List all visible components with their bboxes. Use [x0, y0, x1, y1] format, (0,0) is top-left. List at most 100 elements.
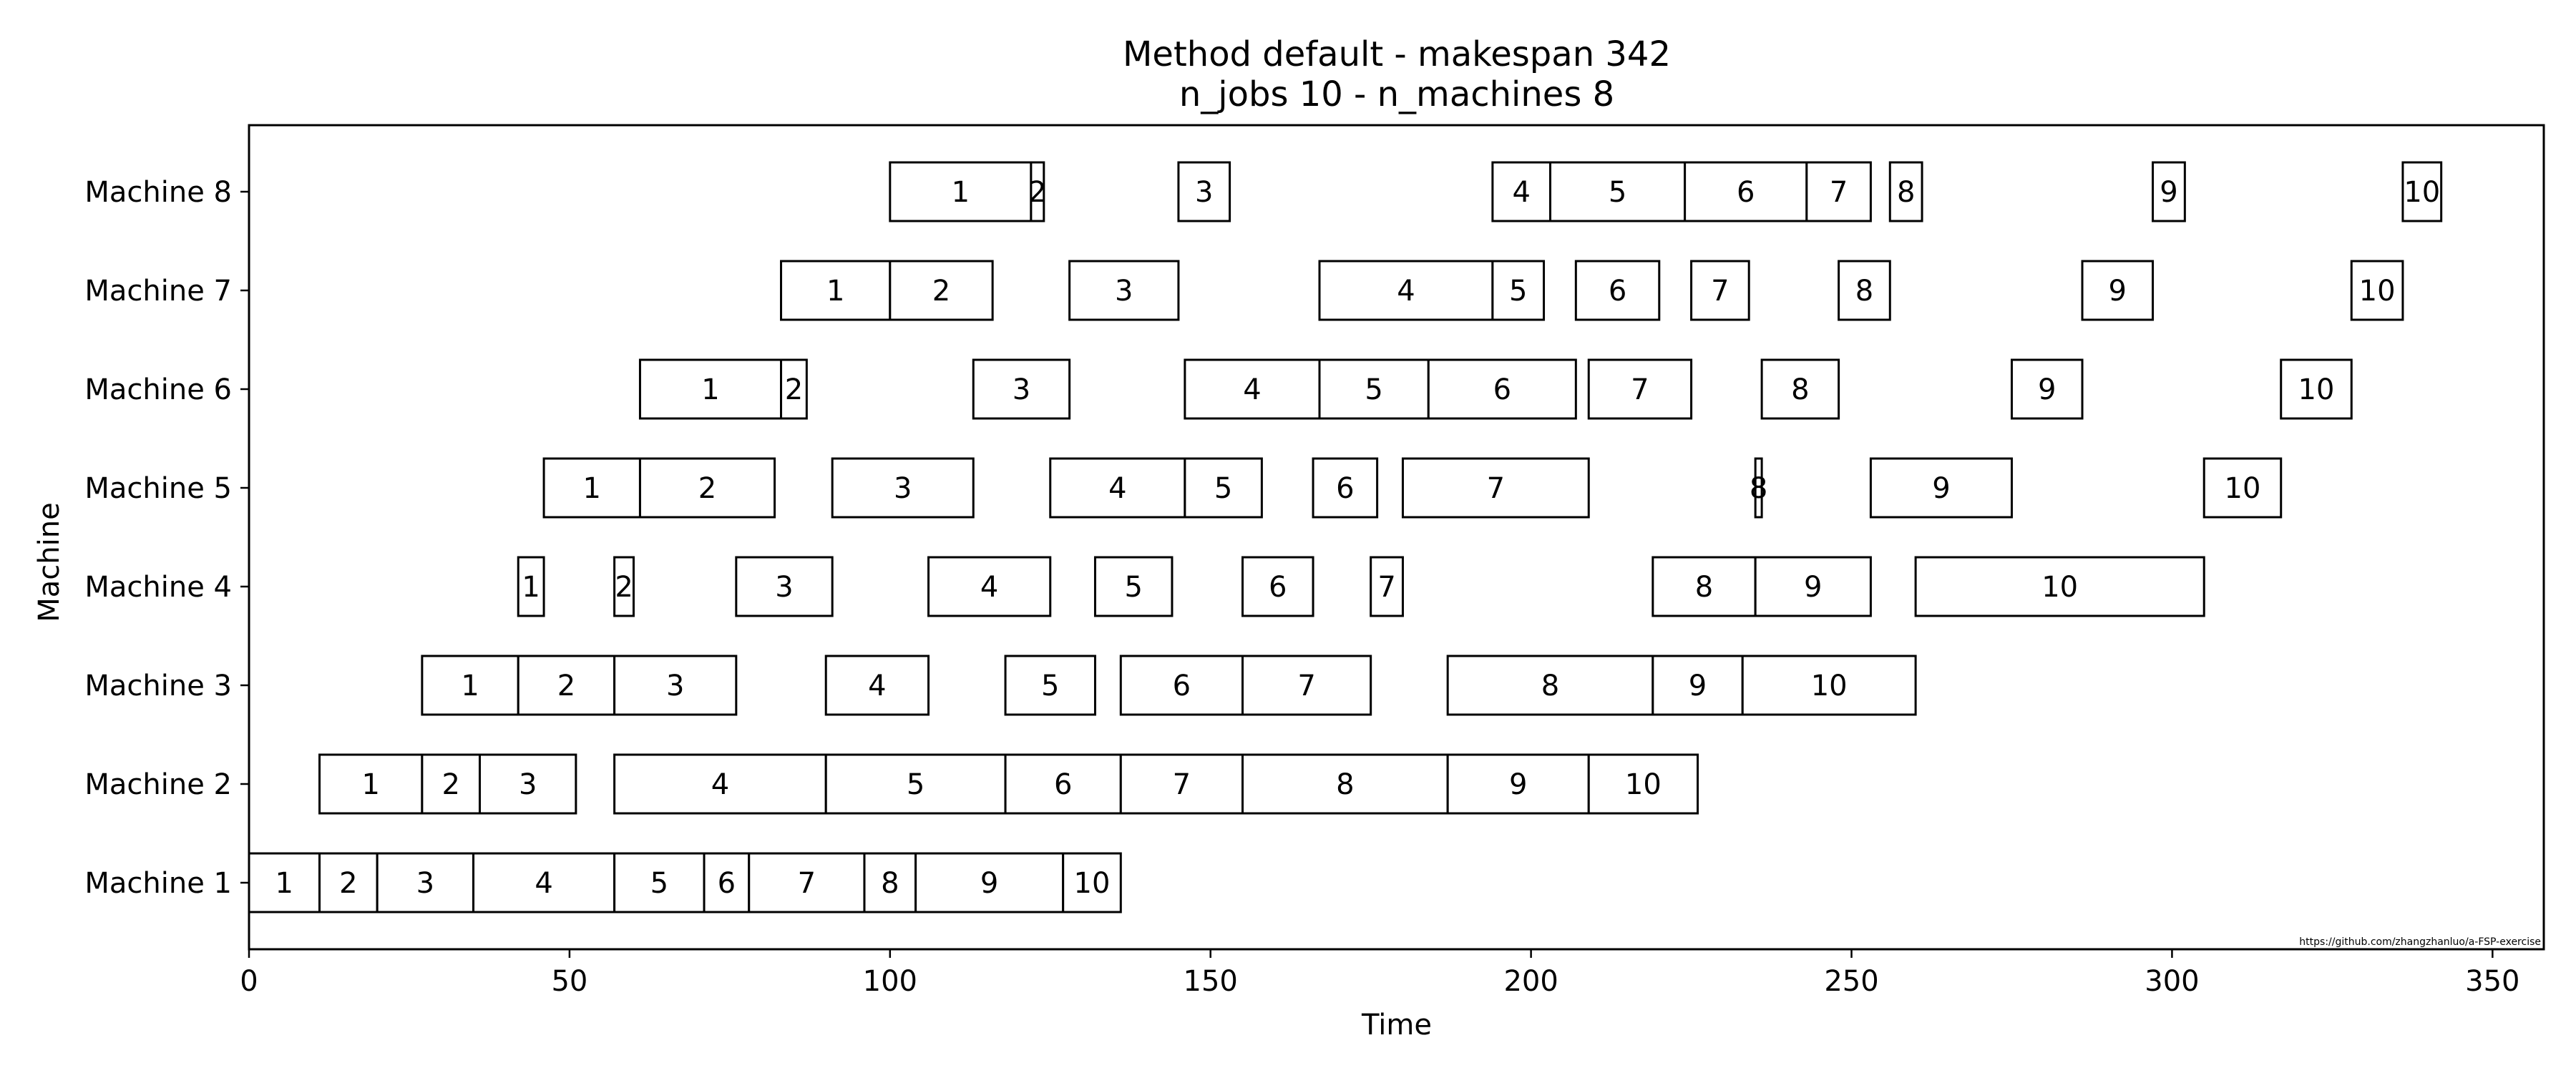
task-label: 1: [583, 472, 601, 505]
task-label: 2: [932, 275, 950, 308]
task-label: 8: [881, 867, 899, 900]
task-label: 6: [1609, 275, 1626, 308]
x-tick-label: 100: [863, 965, 917, 998]
task-bar: [1684, 161, 1808, 222]
watermark-text: https://github.com/zhangzhanluo/a-FSP-ex…: [2299, 936, 2541, 948]
task-label: 10: [2404, 176, 2440, 209]
task-label: 4: [1397, 275, 1415, 308]
task-bar: [1805, 161, 1872, 222]
task-bar: [2010, 358, 2084, 420]
task-label: 8: [1897, 176, 1915, 209]
task-bar: [1888, 161, 1923, 222]
task-bar: [613, 556, 635, 617]
x-axis-label: Time: [1361, 1009, 1432, 1042]
y-tick-label: Machine 3: [84, 670, 232, 702]
task-label: 10: [2041, 571, 2078, 604]
task-bar: [1004, 655, 1096, 716]
task-label: 7: [1487, 472, 1505, 505]
task-label: 8: [1695, 571, 1713, 604]
task-label: 3: [666, 670, 684, 702]
task-label: 9: [1932, 472, 1950, 505]
x-tick-label: 350: [2465, 965, 2519, 998]
task-label: 8: [1791, 373, 1809, 406]
task-bar: [1754, 556, 1872, 617]
task-bar: [1093, 556, 1174, 617]
task-label: 3: [1013, 373, 1030, 406]
task-label: 7: [798, 867, 816, 900]
task-label: 8: [1855, 275, 1873, 308]
task-bar: [1741, 655, 1917, 716]
task-label: 9: [1804, 571, 1822, 604]
task-bar: [2401, 161, 2443, 222]
task-bar: [376, 852, 475, 913]
task-label: 2: [1028, 176, 1046, 209]
task-label: 9: [2109, 275, 2127, 308]
x-tick-label: 300: [2145, 965, 2199, 998]
task-label: 1: [952, 176, 970, 209]
y-tick-label: Machine 6: [84, 373, 232, 406]
task-bar: [1587, 753, 1699, 815]
y-tick-label: Machine 2: [84, 768, 232, 801]
task-bar: [1241, 753, 1449, 815]
task-label: 2: [339, 867, 357, 900]
task-label: 4: [1512, 176, 1530, 209]
task-bar: [421, 753, 481, 815]
task-bar: [1652, 556, 1757, 617]
task-label: 5: [1041, 670, 1059, 702]
task-bar: [517, 655, 616, 716]
task-bar: [824, 655, 930, 716]
task-bar: [831, 457, 975, 519]
task-bar: [1370, 556, 1404, 617]
task-label: 2: [615, 571, 633, 604]
task-bar: [2152, 161, 2186, 222]
task-bar: [613, 655, 738, 716]
task-label: 5: [1609, 176, 1626, 209]
task-label: 2: [698, 472, 716, 505]
task-label: 10: [2298, 373, 2335, 406]
task-label: 5: [1365, 373, 1382, 406]
task-bar: [1548, 161, 1687, 222]
task-label: 9: [2038, 373, 2056, 406]
task-label: 5: [650, 867, 668, 900]
task-bar: [1838, 260, 1891, 321]
task-label: 2: [441, 768, 459, 801]
task-bar: [1869, 457, 2013, 519]
task-bar: [780, 358, 808, 420]
task-label: 9: [2160, 176, 2177, 209]
task-label: 10: [1074, 867, 1111, 900]
task-label: 10: [1625, 768, 1662, 801]
task-bar: [542, 457, 641, 519]
x-tick-label: 200: [1503, 965, 1558, 998]
task-label: 8: [1336, 768, 1354, 801]
task-bar: [613, 753, 827, 815]
task-label: 3: [775, 571, 793, 604]
task-label: 8: [1750, 472, 1767, 505]
task-label: 1: [701, 373, 719, 406]
task-bar: [1690, 260, 1750, 321]
task-label: 10: [1811, 670, 1848, 702]
task-label: 7: [1631, 373, 1649, 406]
chart-subtitle: n_jobs 10 - n_machines 8: [1179, 74, 1614, 114]
task-bar: [1574, 260, 1661, 321]
x-tick-label: 0: [240, 965, 258, 998]
task-bar: [1312, 457, 1379, 519]
task-bar: [927, 556, 1052, 617]
task-label: 6: [1269, 571, 1287, 604]
task-bar: [1754, 457, 1763, 519]
task-label: 5: [907, 768, 924, 801]
plot-frame: [248, 124, 2545, 951]
task-label: 1: [826, 275, 844, 308]
task-bar: [1401, 457, 1590, 519]
task-label: 5: [1214, 472, 1232, 505]
task-label: 3: [519, 768, 537, 801]
task-bar: [1652, 655, 1744, 716]
task-bar: [2081, 260, 2155, 321]
task-label: 9: [980, 867, 998, 900]
task-bar: [421, 655, 519, 716]
task-bar: [1177, 161, 1231, 222]
task-label: 1: [522, 571, 540, 604]
task-bar: [914, 852, 1065, 913]
task-bar: [1318, 358, 1430, 420]
x-tick-label: 250: [1824, 965, 1878, 998]
